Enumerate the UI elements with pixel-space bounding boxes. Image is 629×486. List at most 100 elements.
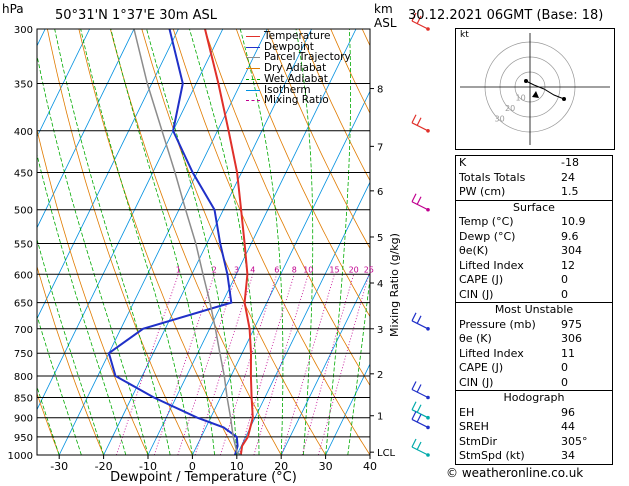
pressure-tick-label: 450: [14, 168, 33, 179]
index-row: K -18: [456, 156, 613, 171]
units-asl: ASL: [374, 16, 397, 30]
wind-barb-flag: [411, 193, 417, 203]
pressure-tick-label: 1000: [8, 451, 33, 462]
index-value: 34: [561, 449, 575, 462]
altitude-label: 5: [377, 233, 383, 244]
wind-barb: [411, 20, 429, 30]
wind-barb: [411, 201, 429, 211]
wind-barb: [411, 320, 429, 330]
pressure-tick-label: 750: [14, 349, 33, 360]
mixing-ratio-line: [194, 274, 254, 455]
index-row: CAPE (J) 0: [456, 273, 613, 288]
legend-label: Mixing Ratio: [264, 94, 329, 107]
mixing-ratio-label: 25: [364, 265, 374, 274]
pressure-tick-label: 650: [14, 299, 33, 310]
wind-barb-flag: [416, 117, 422, 127]
isotherm-line: [147, 29, 357, 455]
index-label: SREH: [459, 420, 489, 433]
section-title: Surface: [455, 199, 613, 215]
index-value: 0: [561, 287, 568, 301]
wind-barb-flag: [411, 312, 417, 322]
wind-barb-dot: [426, 415, 430, 420]
hodograph-ring-label: 10: [516, 94, 526, 103]
pressure-tick-label: 400: [14, 127, 33, 138]
isotherm-line: [280, 272, 370, 455]
index-value: 10.9: [561, 215, 586, 228]
hodograph-ring-label: 20: [505, 104, 515, 113]
mixing-ratio-label: 8: [292, 265, 297, 274]
x-tick-label: -10: [139, 460, 157, 473]
dry-adiabat: [0, 29, 15, 455]
legend-label: Dewpoint: [264, 40, 314, 53]
x-tick-label: -30: [50, 460, 68, 473]
wet-adiabat: [54, 29, 171, 455]
series-dewpoint: [107, 29, 239, 455]
mixing-ratio-label: 3: [234, 265, 239, 274]
index-row: SREH 44: [456, 420, 613, 435]
index-value: -18: [561, 156, 579, 169]
wind-barb-flag: [411, 12, 417, 22]
index-label: Pressure (mb): [459, 317, 536, 331]
dry-adiabat: [47, 29, 193, 455]
wind-barb-dot: [426, 207, 430, 212]
altitude-label: LCL: [377, 448, 396, 459]
wind-barb: [411, 409, 429, 419]
legend-label: Wet Adiabat: [264, 72, 328, 85]
altitude-label: 6: [377, 187, 383, 198]
index-value: 0: [561, 361, 568, 374]
datetime: 30.12.2021 06GMT (Base: 18): [408, 8, 604, 23]
x-tick-label: 40: [363, 460, 377, 473]
index-label: K: [459, 156, 467, 169]
mixing-ratio-line: [281, 274, 335, 455]
index-label: StmDir: [459, 434, 498, 448]
index-label: Temp (°C): [459, 215, 514, 228]
storm-motion-marker: [532, 91, 539, 98]
mixing-ratio-label: 6: [274, 265, 279, 274]
isotherm-line: [37, 29, 179, 320]
index-row: Lifted Index 12: [456, 259, 613, 274]
index-value: 12: [561, 258, 575, 272]
legend-label: Dry Adiabat: [264, 62, 327, 75]
index-row: EH 96: [456, 406, 613, 421]
index-value: 96: [561, 405, 575, 419]
x-tick-label: 10: [230, 460, 244, 473]
plot-frame: [36, 28, 371, 456]
x-tick-label: 20: [274, 460, 288, 473]
index-value: 305°: [561, 434, 588, 448]
hodograph-ring-label: 30: [495, 115, 505, 124]
altitude-label: 2: [377, 370, 383, 381]
mixing-ratio-label: 4: [250, 265, 255, 274]
pressure-tick-label: 500: [14, 206, 33, 217]
index-value: 0: [561, 375, 568, 389]
index-row: CAPE (J) 0: [456, 361, 613, 376]
index-value: 0: [561, 273, 568, 286]
x-tick-label: -20: [95, 460, 113, 473]
altitude-label: 1: [377, 412, 383, 423]
index-row: Temp (°C) 10.9: [456, 215, 613, 230]
index-value: 306: [561, 332, 582, 345]
pressure-tick-label: 600: [14, 270, 33, 281]
pressure-tick-label: 700: [14, 325, 33, 336]
index-value: 24: [561, 170, 575, 184]
mixing-ratio-line: [318, 274, 370, 455]
mixing-ratio-line: [177, 274, 237, 455]
legend-label: Temperature: [264, 30, 331, 42]
legend-swatch: [246, 36, 260, 37]
isotherm-line: [236, 181, 370, 455]
index-label: Lifted Index: [459, 346, 524, 360]
legend-swatch: [246, 89, 260, 91]
isotherm-line: [37, 29, 135, 229]
units-km: km: [374, 2, 393, 16]
wind-barb: [411, 388, 429, 399]
isotherm-line: [192, 90, 370, 455]
altitude-label: 4: [377, 279, 383, 290]
wind-barb-flag: [411, 401, 417, 410]
series-temperature: [204, 29, 254, 455]
wind-barb-dot: [426, 395, 430, 400]
wet-adiabat: [110, 29, 215, 455]
index-value: 304: [561, 244, 582, 257]
mixing-ratio-line: [220, 274, 278, 455]
wind-barb-flag: [416, 196, 422, 206]
